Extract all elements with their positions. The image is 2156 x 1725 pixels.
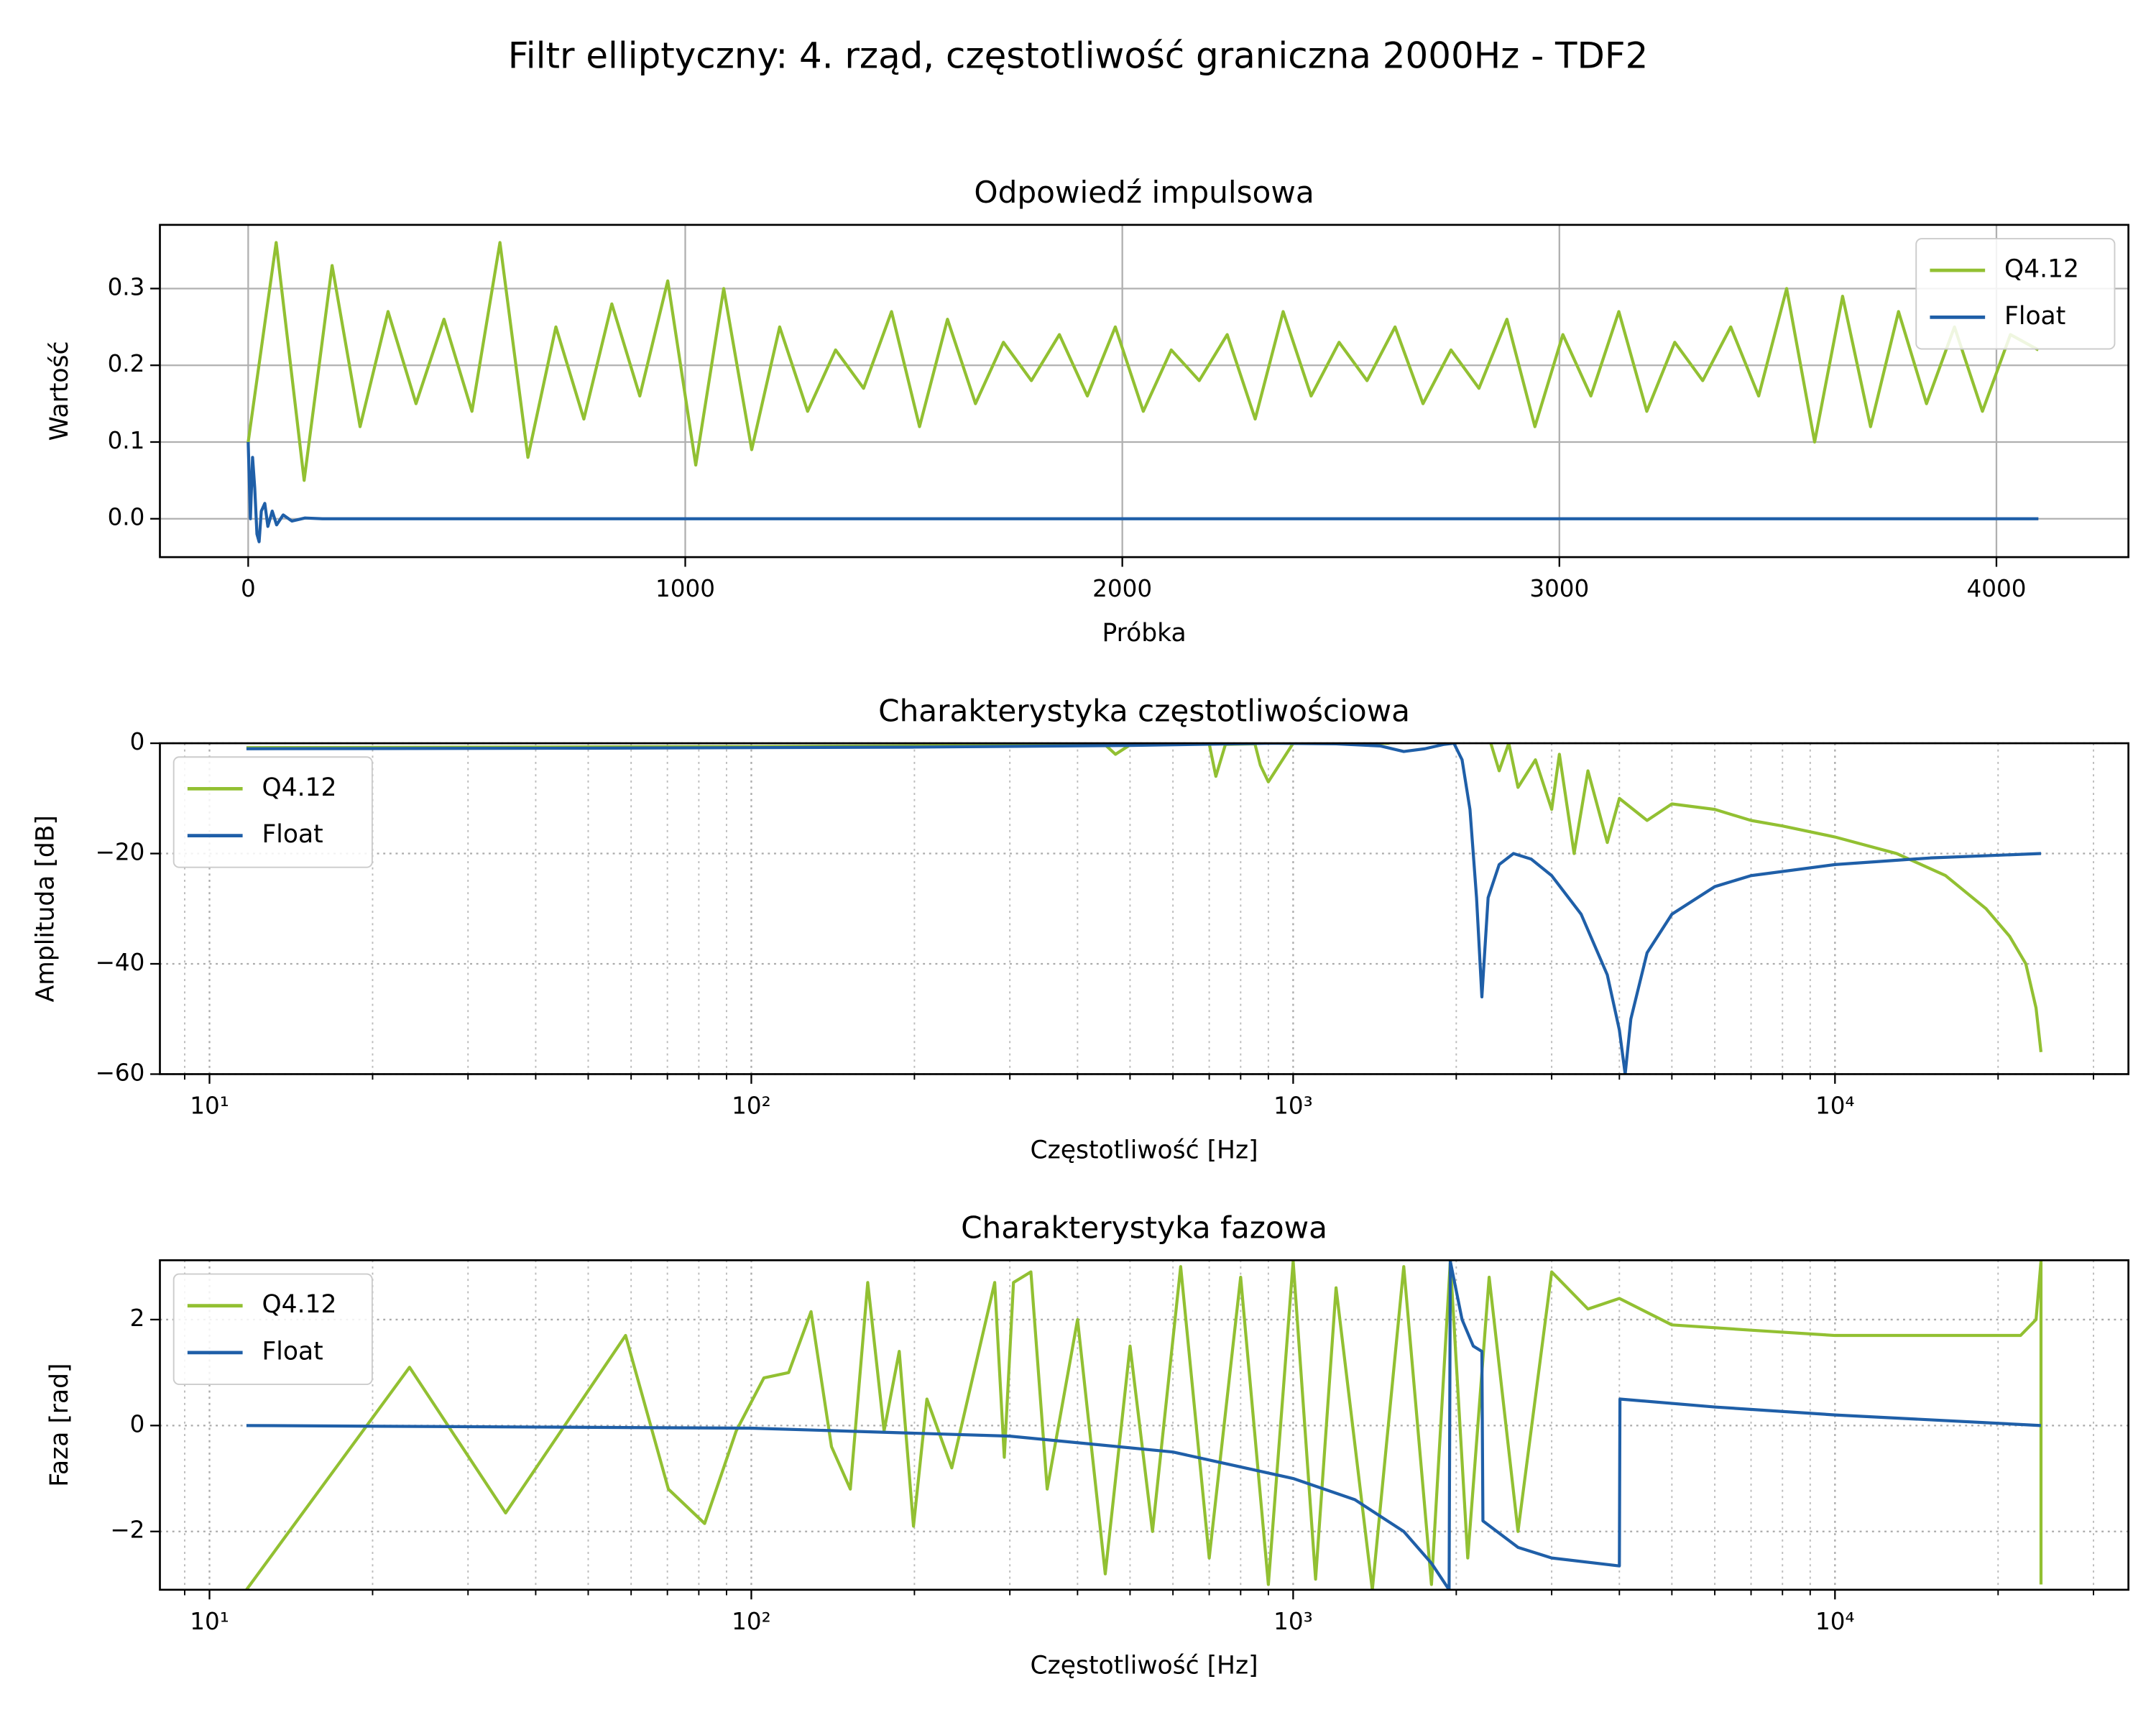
y-tick-label: −2	[110, 1517, 144, 1544]
x-tick-label: 0	[241, 575, 256, 602]
legend-label: Q4.12	[262, 1290, 336, 1319]
series-line	[246, 1260, 2042, 1590]
y-tick-label: 2	[130, 1305, 145, 1332]
series-line	[247, 441, 2039, 543]
chart-title: Charakterystyka fazowa	[961, 1210, 1327, 1246]
legend: Q4.12 Float	[172, 1273, 373, 1385]
legend-label: Float	[262, 1337, 323, 1366]
x-tick-label: 10⁴	[1815, 1092, 1855, 1119]
x-tick-label: 3000	[1529, 575, 1589, 602]
x-tick-label: 10¹	[190, 1608, 229, 1635]
y-axis-label: Faza [rad]	[45, 1363, 74, 1486]
series-line	[247, 241, 2040, 482]
x-tick-label: 2000	[1092, 575, 1152, 602]
axes-frame	[159, 1259, 2129, 1591]
chart-title: Odpowiedź impulsowa	[974, 175, 1314, 210]
axes-frame	[159, 224, 2129, 558]
x-tick-label: 10²	[732, 1092, 771, 1119]
legend-label: Float	[262, 820, 323, 849]
legend: Q4.12 Float	[1915, 238, 2116, 350]
plot-area	[245, 1260, 2043, 1590]
plot-area	[247, 241, 2040, 543]
y-tick-label: 0.0	[108, 504, 145, 531]
y-tick-label: 0.2	[108, 350, 145, 377]
legend-box	[172, 1273, 373, 1385]
y-tick-label: 0	[130, 728, 145, 755]
y-tick-label: −40	[96, 949, 145, 976]
series-line	[246, 743, 2043, 1052]
axes-frame	[159, 742, 2129, 1075]
y-tick-label: 0.3	[108, 273, 145, 300]
series-line	[245, 1260, 2043, 1590]
chart-title: Charakterystyka częstotliwościowa	[878, 693, 1410, 728]
x-axis-label: Próbka	[1102, 619, 1186, 648]
legend-label: Q4.12	[262, 773, 336, 802]
legend-label: Q4.12	[2004, 255, 2079, 284]
x-tick-label: 4000	[1966, 575, 2026, 602]
x-tick-label: 10³	[1273, 1608, 1313, 1635]
x-tick-label: 10³	[1273, 1092, 1313, 1119]
y-axis-label: Wartość	[45, 341, 74, 441]
legend-box	[1915, 238, 2116, 350]
x-axis-label: Częstotliwość [Hz]	[1031, 1136, 1258, 1164]
plot-area	[246, 743, 2043, 1075]
y-tick-label: 0.1	[108, 427, 145, 454]
legend-label: Float	[2004, 302, 2065, 331]
x-tick-label: 10²	[732, 1608, 771, 1635]
y-tick-label: −20	[96, 839, 145, 866]
x-axis-label: Częstotliwość [Hz]	[1031, 1652, 1258, 1680]
x-tick-label: 10¹	[190, 1092, 229, 1119]
y-axis-label: Amplituda [dB]	[32, 815, 60, 1002]
legend: Q4.12 Float	[172, 756, 373, 868]
legend-box	[172, 756, 373, 868]
y-tick-label: 0	[130, 1410, 145, 1438]
y-tick-label: −60	[96, 1059, 145, 1086]
figure-title: Filtr elliptyczny: 4. rząd, częstotliwoś…	[508, 34, 1649, 76]
x-tick-label: 1000	[655, 575, 715, 602]
series-line	[246, 743, 2042, 1075]
x-tick-label: 10⁴	[1815, 1608, 1855, 1635]
